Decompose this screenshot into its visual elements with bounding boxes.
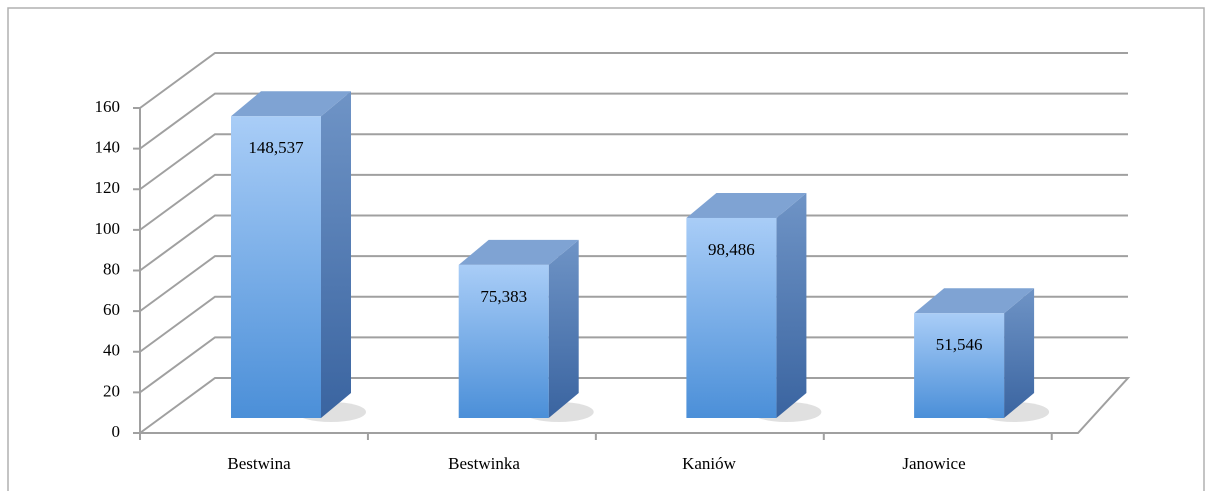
y-tick-label: 40	[103, 341, 120, 360]
bar-top	[686, 192, 807, 218]
bar-side	[321, 91, 351, 419]
floor	[139, 377, 1131, 434]
data-label: 98,486	[708, 240, 755, 259]
bar-top	[231, 91, 351, 117]
y-tick-label: 120	[95, 178, 121, 197]
bar-top	[458, 239, 579, 265]
grid-line	[139, 214, 1128, 272]
bar-side	[548, 239, 579, 418]
data-label: 75,383	[480, 287, 527, 306]
bar	[458, 264, 549, 418]
bar-top	[914, 288, 1035, 314]
y-tick-label: 100	[95, 219, 121, 238]
y-tick-label: 140	[95, 138, 121, 157]
frame	[7, 7, 1205, 491]
x-tick-label: Janowice	[902, 454, 965, 473]
grid-line	[139, 173, 1128, 231]
data-label: 148,537	[248, 138, 304, 157]
grid-line	[139, 92, 1128, 150]
y-tick-label: 60	[103, 300, 120, 319]
grid-line	[139, 52, 1128, 109]
y-tick-label: 160	[95, 97, 121, 116]
bar-side	[1004, 288, 1035, 418]
grid-line	[139, 295, 1128, 353]
bar-side	[776, 192, 807, 418]
x-tick-label: Bestwina	[227, 454, 291, 473]
x-tick-label: Bestwinka	[448, 454, 520, 473]
y-tick-label: 80	[103, 259, 120, 278]
bar	[686, 217, 777, 418]
grid-line	[139, 255, 1128, 312]
bar	[914, 313, 1005, 418]
data-label: 51,546	[936, 335, 983, 354]
grid-line	[139, 133, 1128, 191]
grid-line	[139, 336, 1128, 394]
bar	[231, 116, 321, 419]
y-tick-label: 0	[112, 422, 121, 441]
y-tick-label: 20	[103, 381, 120, 400]
x-tick-label: Kaniów	[682, 454, 737, 473]
